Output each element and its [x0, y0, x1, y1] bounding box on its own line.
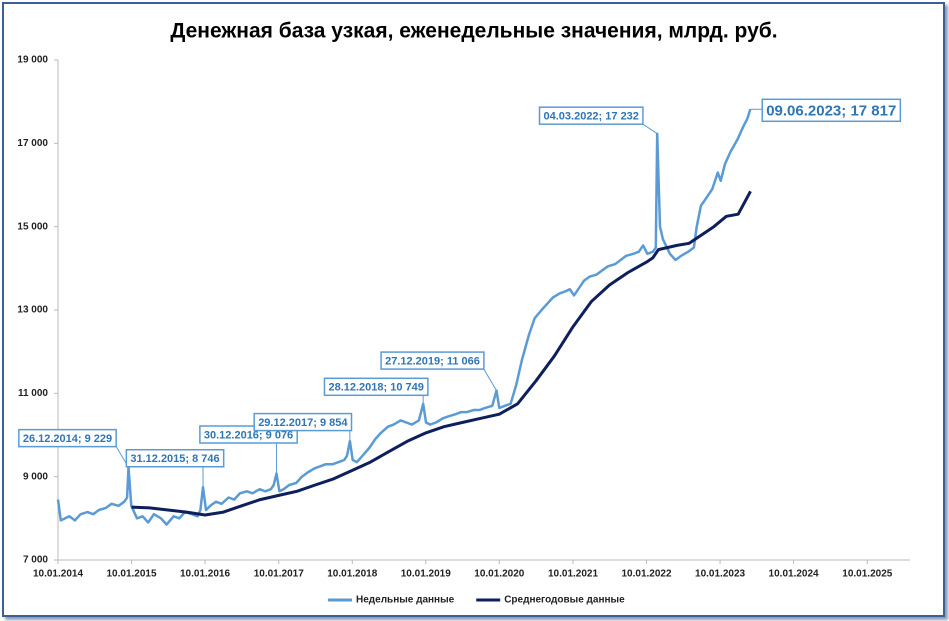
annotation-label: 30.12.2016; 9 076	[204, 429, 293, 441]
y-tick-label: 7 000	[23, 555, 48, 566]
x-tick-label: 10.01.2016	[180, 569, 230, 580]
legend-label: Среднегодовые данные	[504, 595, 625, 606]
annotation-label: 09.06.2023; 17 817	[766, 102, 896, 119]
annotation: 29.12.2017; 9 854	[253, 412, 353, 442]
annotation-box	[253, 412, 353, 432]
y-tick-label: 19 000	[17, 55, 48, 66]
y-tick-label: 15 000	[17, 221, 48, 232]
y-tick-label: 17 000	[17, 138, 48, 149]
annotation-leader	[642, 123, 658, 135]
annotation-label: 26.12.2014; 9 229	[23, 433, 112, 445]
annotation: 31.12.2015; 8 746	[125, 449, 225, 488]
annotation-label: 27.12.2019; 11 066	[385, 355, 480, 367]
x-tick-label: 10.01.2018	[327, 569, 377, 580]
legend-label: Недельные данные	[356, 595, 455, 606]
annotation-label: 31.12.2015; 8 746	[130, 453, 219, 465]
x-tick-label: 10.01.2014	[33, 569, 83, 580]
x-tick-label: 10.01.2023	[695, 569, 745, 580]
x-tick-label: 10.01.2019	[401, 569, 451, 580]
annotation: 04.03.2022; 17 232	[538, 106, 658, 135]
annotation-label: 29.12.2017; 9 854	[258, 417, 348, 429]
x-tick-label: 10.01.2022	[622, 569, 672, 580]
x-tick-label: 10.01.2024	[769, 569, 819, 580]
annotation-box	[538, 106, 644, 125]
annotation-box	[125, 449, 225, 468]
x-tick-label: 10.01.2021	[548, 569, 598, 580]
y-tick-label: 9 000	[23, 471, 48, 482]
x-tick-label: 10.01.2017	[254, 569, 304, 580]
annotation-box	[323, 377, 429, 397]
annotation: 26.12.2014; 9 229	[18, 428, 129, 468]
series-line	[131, 190, 752, 517]
x-tick-label: 10.01.2020	[474, 569, 524, 580]
annotation-label: 28.12.2018; 10 749	[328, 382, 423, 394]
annotation-label: 04.03.2022; 17 232	[544, 111, 639, 123]
annotation: 30.12.2016; 9 076	[199, 425, 298, 474]
annotation: 09.06.2023; 17 817	[750, 98, 902, 123]
y-tick-label: 11 000	[18, 388, 48, 399]
x-tick-label: 10.01.2015	[106, 569, 156, 580]
annotation-box	[761, 98, 902, 123]
annotation: 28.12.2018; 10 749	[323, 377, 429, 404]
annotation-leader	[483, 368, 497, 391]
x-tick-label: 10.01.2025	[842, 569, 892, 580]
chart-title: Денежная база узкая, еженедельные значен…	[170, 20, 777, 43]
series-line	[56, 108, 752, 526]
y-tick-label: 13 000	[17, 305, 48, 316]
annotation: 27.12.2019; 11 066	[380, 351, 497, 391]
annotation-box	[18, 428, 117, 448]
annotation-box	[380, 351, 485, 370]
